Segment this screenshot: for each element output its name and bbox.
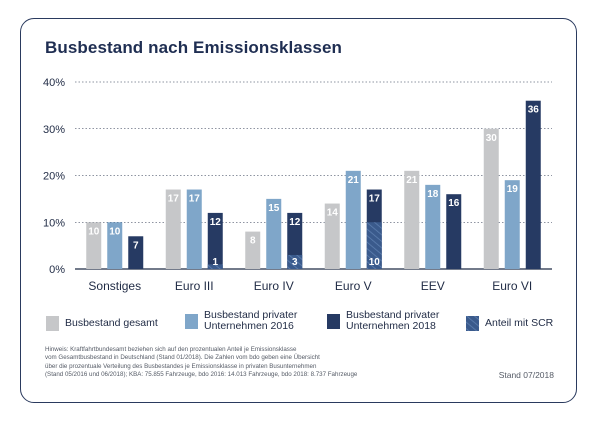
scr-overlay-bar <box>287 254 303 269</box>
scr-value-label: 10 <box>369 257 381 268</box>
bar-value-label: 17 <box>189 194 201 205</box>
stand-date: Stand 07/2018 <box>498 370 554 380</box>
x-category-label: Sonstiges <box>88 279 141 293</box>
legend-label-privat2016: Busbestand privater Unternehmen 2016 <box>204 309 298 332</box>
bar-0 <box>324 203 340 269</box>
bar-value-label: 10 <box>109 226 121 237</box>
legend-swatch-privat2016 <box>185 313 198 329</box>
x-category-label: Euro III <box>175 279 214 293</box>
legend-swatch-gesamt <box>46 316 59 331</box>
bar-value-label: 36 <box>528 105 540 116</box>
x-category-label: Euro IV <box>254 279 294 293</box>
legend-label-privat2018: Busbestand privater Unternehmen 2018 <box>346 309 440 332</box>
bar-value-label: 10 <box>88 226 100 237</box>
bar-0 <box>483 128 499 269</box>
footnote: Hinweis: Kraftfahrtbundesamt beziehen si… <box>45 346 358 379</box>
bar-0 <box>404 170 420 269</box>
bar-value-label: 18 <box>427 189 439 200</box>
legend-swatch-privat2018 <box>327 313 340 329</box>
scr-value-label: 1 <box>212 257 218 268</box>
bar-2 <box>446 194 462 269</box>
y-tick-label: 0% <box>49 264 65 276</box>
bar-value-label: 12 <box>210 217 222 228</box>
bar-1 <box>186 189 202 269</box>
bar-0 <box>245 231 261 269</box>
chart-legend: Busbestand gesamt Busbestand privater Unt… <box>40 310 570 338</box>
bar-value-label: 12 <box>289 217 301 228</box>
legend-item-gesamt: Busbestand gesamt <box>46 316 158 331</box>
bar-1 <box>345 170 361 269</box>
bar-value-label: 16 <box>448 198 460 209</box>
bar-value-label: 15 <box>268 203 280 214</box>
bar-2 <box>207 212 223 269</box>
bar-value-label: 8 <box>250 236 256 247</box>
y-tick-label: 40% <box>43 77 65 89</box>
scr-overlay-bar <box>366 222 382 269</box>
bar-2 <box>128 236 144 269</box>
bar-1 <box>425 184 441 269</box>
x-category-label: Euro V <box>335 279 372 293</box>
bar-value-label: 21 <box>406 175 418 186</box>
bar-1 <box>504 180 520 269</box>
legend-item-privat2018: Busbestand privater Unternehmen 2018 <box>327 310 439 332</box>
bar-value-label: 17 <box>369 194 381 205</box>
bar-value-label: 7 <box>133 240 139 251</box>
x-category-label: EEV <box>421 279 445 293</box>
y-tick-label: 30% <box>43 124 65 136</box>
bar-2 <box>525 100 541 269</box>
bar-1 <box>107 222 123 269</box>
legend-label-gesamt: Busbestand gesamt <box>65 317 158 329</box>
x-category-label: Euro VI <box>492 279 532 293</box>
bar-value-label: 30 <box>486 133 498 144</box>
bar-value-label: 17 <box>168 194 180 205</box>
legend-label-scr: Anteil mit SCR <box>485 317 554 329</box>
scr-overlay-bar <box>207 264 223 269</box>
y-tick-label: 10% <box>43 217 65 229</box>
y-tick-label: 20% <box>43 171 65 183</box>
legend-swatch-scr <box>466 316 479 331</box>
bar-value-label: 21 <box>348 175 360 186</box>
bar-value-label: 14 <box>327 208 339 219</box>
legend-item-privat2016: Busbestand privater Unternehmen 2016 <box>185 310 297 332</box>
bar-0 <box>165 189 181 269</box>
scr-value-label: 3 <box>292 257 298 268</box>
bar-value-label: 19 <box>507 184 519 195</box>
bar-0 <box>86 222 102 269</box>
bar-1 <box>266 198 282 269</box>
chart-title: Busbestand nach Emissionsklassen <box>45 38 343 57</box>
legend-item-scr: Anteil mit SCR <box>466 316 553 331</box>
